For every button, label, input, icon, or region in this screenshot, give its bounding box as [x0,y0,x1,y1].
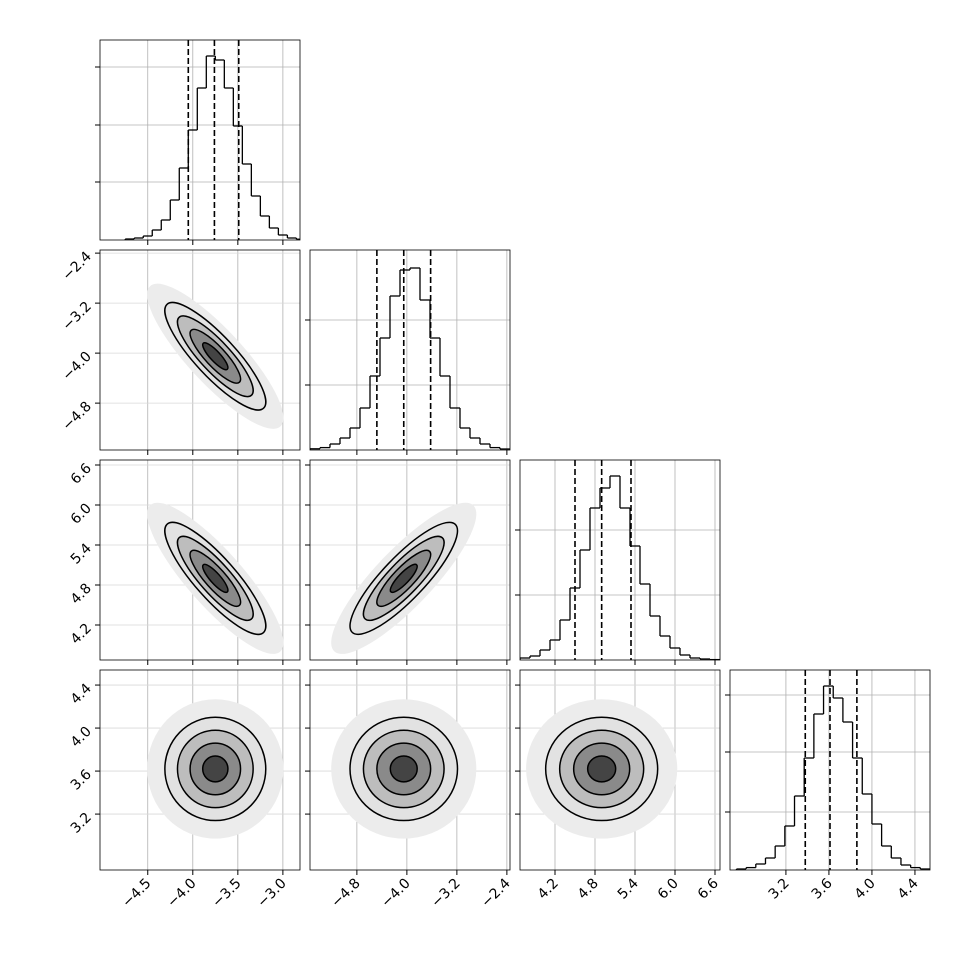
panel-frame [99,459,301,661]
panel-frame [99,39,301,241]
panel [100,250,300,450]
panel [100,670,300,870]
contour [586,755,617,783]
x-tick-label: 6.0 [655,876,682,903]
hist-connector [310,268,501,450]
x-tick-label: −3.5 [209,876,244,911]
y-tick-label: −4.0 [59,349,94,384]
y-tick-label: −2.4 [59,249,94,284]
hist-connector [520,476,711,660]
x-tick-label: −4.8 [328,876,363,911]
y-tick-label: 6.6 [68,460,95,487]
contour [389,755,418,783]
x-tick-label: −4.0 [164,876,199,911]
x-tick-label: −2.4 [478,875,513,910]
y-tick-label: 4.2 [68,621,95,648]
x-tick-label: 5.4 [615,875,642,902]
contour [201,563,229,594]
panel [520,670,720,870]
panel [100,40,300,240]
panel [520,460,720,660]
panel-frame [519,459,721,661]
y-tick-label: 3.2 [68,810,95,837]
y-tick-label: −4.8 [59,399,94,434]
x-tick-label: −4.0 [378,876,413,911]
y-tick-label: 4.0 [68,724,95,751]
y-tick-label: 3.6 [68,767,95,794]
panel [310,670,510,870]
x-tick-label: −4.5 [119,876,154,911]
hist-connector [735,686,921,870]
x-tick-label: 3.6 [809,875,836,902]
x-tick-label: 4.2 [535,876,562,903]
contour [201,342,229,371]
x-tick-label: −3.0 [254,876,289,911]
contour [201,755,229,783]
x-tick-label: 4.4 [895,875,922,902]
panel [310,460,510,660]
panel-frame [99,249,301,451]
contour [389,563,418,594]
panel-frame [309,459,511,661]
panel-frame [519,669,721,871]
panel [100,460,300,660]
y-tick-label: 4.4 [68,681,95,708]
x-tick-label: 4.0 [852,876,879,903]
x-tick-label: 4.8 [575,876,602,903]
panel [730,670,930,870]
panel-frame [729,669,931,871]
hist-connector [124,56,298,240]
panel-frame [309,669,511,871]
panel [310,250,510,450]
y-tick-label: 4.8 [68,581,95,608]
x-tick-label: −3.2 [428,876,463,911]
x-tick-label: 3.2 [766,876,793,903]
panel-frame [309,249,511,451]
y-tick-label: 6.0 [68,501,95,528]
panel-frame [99,669,301,871]
y-tick-label: −3.2 [59,299,94,334]
x-tick-label: 6.6 [695,875,722,902]
y-tick-label: 5.4 [68,540,95,567]
